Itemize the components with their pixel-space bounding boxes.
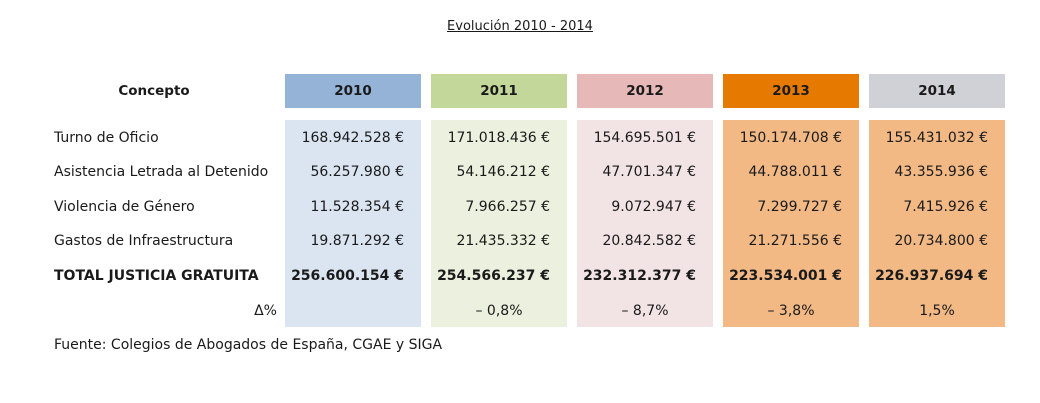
- table-cell: 150.174.708 €: [739, 130, 842, 146]
- row-label-gastos-infraestructura: Gastos de Infraestructura: [54, 233, 234, 249]
- table-cell: 171.018.436 €: [447, 130, 550, 146]
- row-label-total: TOTAL JUSTICIA GRATUITA: [54, 268, 259, 284]
- total-cell: 226.937.694 €: [875, 268, 988, 284]
- table-title: Evolución 2010 - 2014: [447, 19, 593, 34]
- row-label-asistencia-letrada: Asistencia Letrada al Detenido: [54, 164, 269, 180]
- table-cell: 11.528.354 €: [310, 199, 404, 215]
- table-cell: 154.695.501 €: [593, 130, 696, 146]
- table-cell: 7.966.257 €: [465, 199, 550, 215]
- year-column-2012: [577, 120, 713, 327]
- table-cell: 47.701.347 €: [602, 164, 696, 180]
- year-column-2014: [869, 120, 1005, 327]
- table-cell: 9.072.947 €: [611, 199, 696, 215]
- year-column-2010: [285, 120, 421, 327]
- delta-cell: – 0,8%: [475, 303, 523, 319]
- row-label-delta: Δ%: [254, 303, 277, 319]
- table-cell: 54.146.212 €: [456, 164, 550, 180]
- total-cell: 256.600.154 €: [291, 268, 404, 284]
- total-cell: 254.566.237 €: [437, 268, 550, 284]
- year-header-2014: 2014: [869, 74, 1005, 108]
- table-cell: 44.788.011 €: [748, 164, 842, 180]
- table-cell: 21.435.332 €: [456, 233, 550, 249]
- table-cell: 21.271.556 €: [748, 233, 842, 249]
- row-label-turno-de-oficio: Turno de Oficio: [54, 130, 159, 146]
- year-header-2010: 2010: [285, 74, 421, 108]
- year-header-2011: 2011: [431, 74, 567, 108]
- table-cell: 56.257.980 €: [310, 164, 404, 180]
- table-cell: 19.871.292 €: [310, 233, 404, 249]
- table-cell: 20.734.800 €: [894, 233, 988, 249]
- table-cell: 43.355.936 €: [894, 164, 988, 180]
- table-cell: 155.431.032 €: [885, 130, 988, 146]
- source-note: Fuente: Colegios de Abogados de España, …: [54, 337, 443, 353]
- table-cell: 7.299.727 €: [757, 199, 842, 215]
- year-column-2013: [723, 120, 859, 327]
- total-cell: 232.312.377 €: [583, 268, 696, 284]
- table-cell: 20.842.582 €: [602, 233, 696, 249]
- table-cell: 7.415.926 €: [903, 199, 988, 215]
- year-header-2012: 2012: [577, 74, 713, 108]
- concept-column-header: Concepto: [118, 83, 190, 99]
- year-header-2013: 2013: [723, 74, 859, 108]
- delta-cell: – 8,7%: [621, 303, 669, 319]
- delta-cell: 1,5%: [919, 303, 955, 319]
- table-cell: 168.942.528 €: [301, 130, 404, 146]
- row-label-violencia-genero: Violencia de Género: [54, 199, 195, 215]
- total-cell: 223.534.001 €: [729, 268, 842, 284]
- delta-cell: – 3,8%: [767, 303, 815, 319]
- year-column-2011: [431, 120, 567, 327]
